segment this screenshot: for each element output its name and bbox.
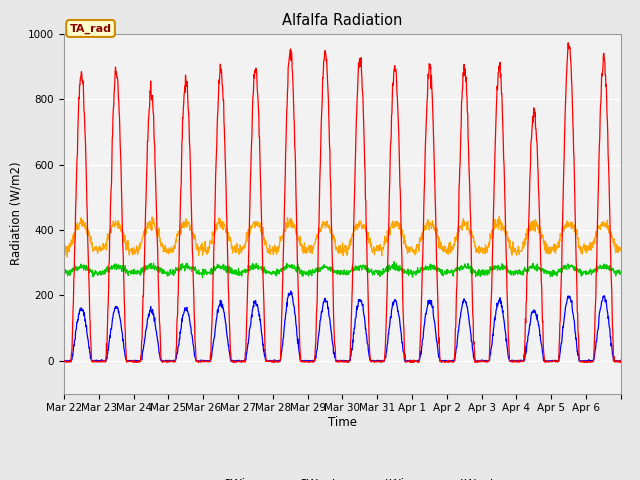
Title: Alfalfa Radiation: Alfalfa Radiation xyxy=(282,13,403,28)
Y-axis label: Radiation (W/m2): Radiation (W/m2) xyxy=(10,162,22,265)
X-axis label: Time: Time xyxy=(328,416,357,429)
Text: TA_rad: TA_rad xyxy=(70,24,111,34)
Legend: SWin, SWout, LWin, LWout: SWin, SWout, LWin, LWout xyxy=(185,473,500,480)
